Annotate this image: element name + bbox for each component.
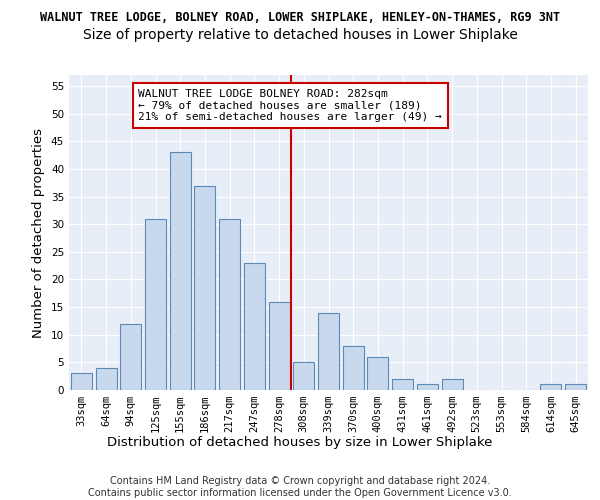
Bar bbox=[194, 186, 215, 390]
Bar bbox=[71, 374, 92, 390]
Bar bbox=[417, 384, 438, 390]
Bar bbox=[219, 218, 240, 390]
Bar bbox=[565, 384, 586, 390]
Text: Distribution of detached houses by size in Lower Shiplake: Distribution of detached houses by size … bbox=[107, 436, 493, 449]
Bar bbox=[269, 302, 290, 390]
Bar bbox=[367, 357, 388, 390]
Bar bbox=[95, 368, 116, 390]
Bar bbox=[541, 384, 562, 390]
Text: WALNUT TREE LODGE, BOLNEY ROAD, LOWER SHIPLAKE, HENLEY-ON-THAMES, RG9 3NT: WALNUT TREE LODGE, BOLNEY ROAD, LOWER SH… bbox=[40, 11, 560, 24]
Bar bbox=[392, 379, 413, 390]
Bar bbox=[293, 362, 314, 390]
Bar bbox=[442, 379, 463, 390]
Bar bbox=[343, 346, 364, 390]
Bar bbox=[170, 152, 191, 390]
Bar bbox=[145, 218, 166, 390]
Text: WALNUT TREE LODGE BOLNEY ROAD: 282sqm
← 79% of detached houses are smaller (189): WALNUT TREE LODGE BOLNEY ROAD: 282sqm ← … bbox=[138, 89, 442, 122]
Text: Size of property relative to detached houses in Lower Shiplake: Size of property relative to detached ho… bbox=[83, 28, 517, 42]
Bar bbox=[244, 263, 265, 390]
Y-axis label: Number of detached properties: Number of detached properties bbox=[32, 128, 46, 338]
Text: Contains HM Land Registry data © Crown copyright and database right 2024.
Contai: Contains HM Land Registry data © Crown c… bbox=[88, 476, 512, 498]
Bar bbox=[318, 312, 339, 390]
Bar bbox=[120, 324, 141, 390]
